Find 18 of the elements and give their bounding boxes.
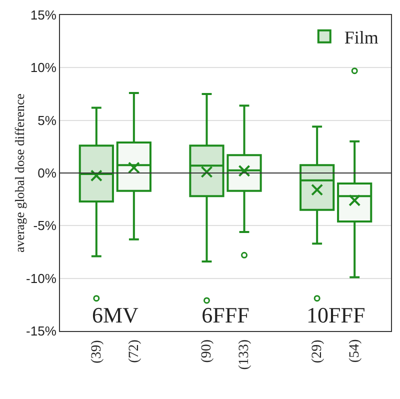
y-tick-label: -15% — [26, 324, 57, 339]
y-tick-label: 0% — [38, 166, 57, 181]
text: (54) — [348, 338, 363, 363]
text: (29) — [310, 339, 326, 364]
x-tick-label: 10FFF — [306, 302, 366, 328]
text: (90) — [200, 339, 215, 363]
y-tick-label: -10% — [26, 270, 57, 286]
y-axis-title: average global dose difference — [12, 93, 27, 252]
text: (39) — [89, 340, 104, 364]
y-tick-label: 15% — [30, 8, 57, 23]
text: (72) — [126, 339, 142, 363]
x-tick-label: 6MV — [92, 302, 139, 328]
y-tick-label: 5% — [38, 112, 57, 128]
y-tick-label: 10% — [30, 60, 57, 76]
text: (133) — [236, 339, 252, 370]
x-tick-label: 6FFF — [202, 302, 250, 328]
y-tick-label: -5% — [33, 218, 57, 234]
legend-label: Film — [344, 27, 378, 48]
